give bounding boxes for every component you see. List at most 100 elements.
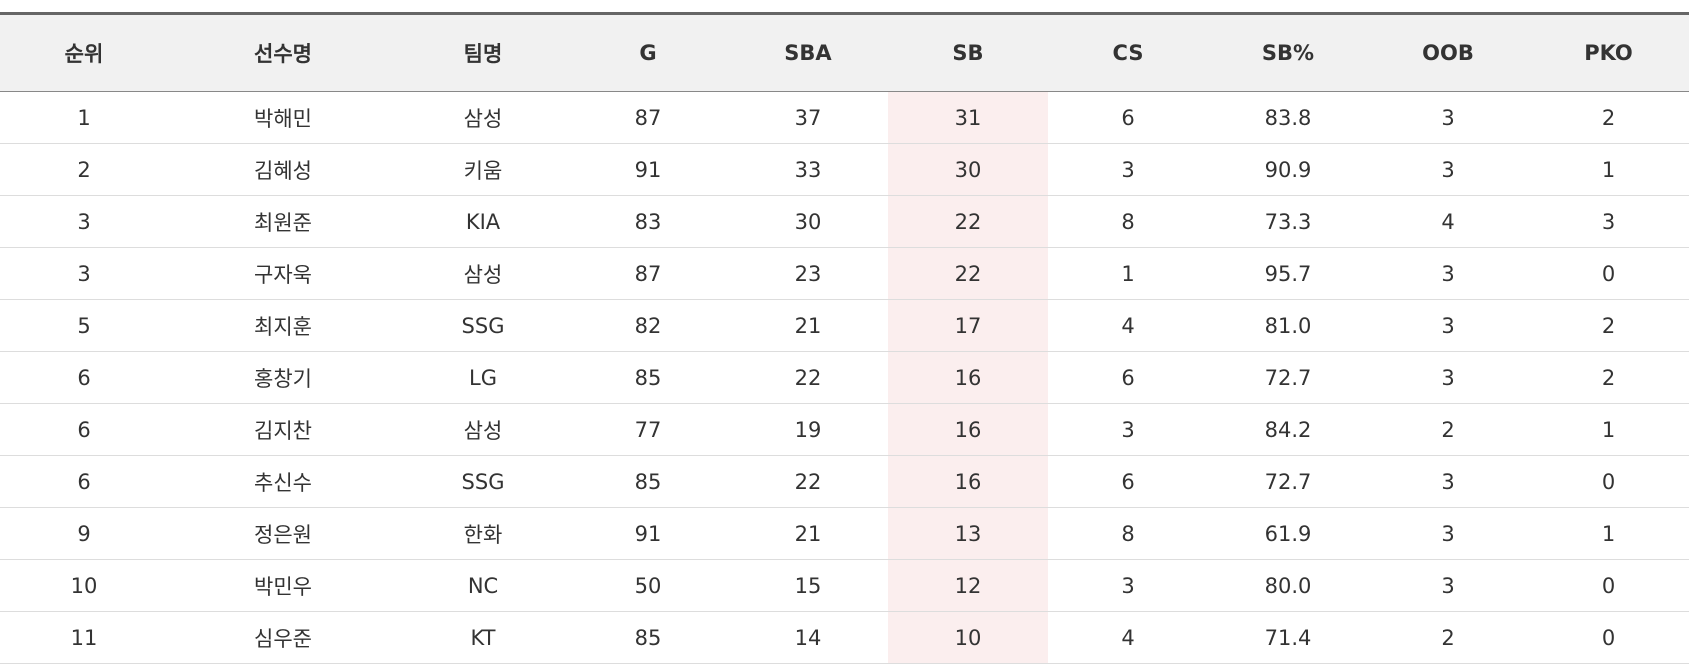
header-cell[interactable]: 순위 — [0, 13, 168, 92]
header-cell[interactable]: SB — [888, 13, 1048, 92]
table-cell: 72.7 — [1208, 455, 1368, 508]
table-cell: 15 — [728, 559, 888, 612]
table-cell: 16 — [888, 351, 1048, 404]
table-cell: 19 — [728, 403, 888, 456]
table-cell: 87 — [568, 247, 728, 300]
table-cell: 85 — [568, 611, 728, 664]
table-cell: 22 — [888, 247, 1048, 300]
table-cell: 삼성 — [398, 91, 568, 144]
table-cell: 0 — [1528, 559, 1689, 612]
table-row: 2 김혜성 키움 91 33 30 3 90.9 3 1 — [0, 143, 1689, 196]
table-row: 9 정은원 한화 91 21 13 8 61.9 3 1 — [0, 507, 1689, 560]
table-cell: KT — [398, 611, 568, 664]
table-cell: 3 — [1048, 403, 1208, 456]
table-cell: 4 — [1048, 299, 1208, 352]
table-cell: 3 — [1528, 195, 1689, 248]
table-cell: 1 — [1528, 143, 1689, 196]
header-cell[interactable]: 선수명 — [168, 13, 398, 92]
table-cell: 0 — [1528, 455, 1689, 508]
table-cell: 박해민 — [168, 91, 398, 144]
table-cell: 9 — [0, 507, 168, 560]
table-cell: 31 — [888, 91, 1048, 144]
header-cell[interactable]: 팀명 — [398, 13, 568, 92]
table-cell: 12 — [888, 559, 1048, 612]
table-cell: 6 — [1048, 351, 1208, 404]
table-cell: 8 — [1048, 195, 1208, 248]
table-cell: 82 — [568, 299, 728, 352]
table-cell: 30 — [888, 143, 1048, 196]
table-cell: 50 — [568, 559, 728, 612]
table-cell: 3 — [1048, 559, 1208, 612]
table-cell: 23 — [728, 247, 888, 300]
table-cell: 30 — [728, 195, 888, 248]
table-cell: KIA — [398, 195, 568, 248]
table-cell: 6 — [0, 403, 168, 456]
table-cell: 22 — [888, 195, 1048, 248]
table-cell: 삼성 — [398, 403, 568, 456]
table-cell: 3 — [1368, 247, 1528, 300]
table-cell: 87 — [568, 91, 728, 144]
table-cell: 8 — [1048, 507, 1208, 560]
table-cell: 16 — [888, 455, 1048, 508]
table-cell: 1 — [1528, 403, 1689, 456]
header-cell[interactable]: SBA — [728, 13, 888, 92]
table-cell: LG — [398, 351, 568, 404]
table-cell: 6 — [0, 455, 168, 508]
table-cell: 37 — [728, 91, 888, 144]
header-row: 순위 선수명 팀명 G SBA SB CS SB% OOB PKO — [0, 13, 1689, 92]
table-cell: 22 — [728, 455, 888, 508]
table-cell: 1 — [1528, 507, 1689, 560]
table-cell: 77 — [568, 403, 728, 456]
page: 순위 선수명 팀명 G SBA SB CS SB% OOB PKO 1 박해민 삼성 87 37 31 6 83… — [0, 12, 1689, 664]
table-cell: 2 — [0, 143, 168, 196]
table-cell: 6 — [1048, 91, 1208, 144]
table-cell: 김혜성 — [168, 143, 398, 196]
table-cell: 추신수 — [168, 455, 398, 508]
table-cell: 3 — [1368, 507, 1528, 560]
table-cell: 85 — [568, 455, 728, 508]
table-cell: 0 — [1528, 247, 1689, 300]
table-row: 3 최원준 KIA 83 30 22 8 73.3 4 3 — [0, 195, 1689, 248]
table-cell: 80.0 — [1208, 559, 1368, 612]
table-cell: 최지훈 — [168, 299, 398, 352]
table-cell: 16 — [888, 403, 1048, 456]
table-cell: 90.9 — [1208, 143, 1368, 196]
table-cell: 3 — [1368, 91, 1528, 144]
table-cell: 한화 — [398, 507, 568, 560]
table-row: 6 김지찬 삼성 77 19 16 3 84.2 2 1 — [0, 403, 1689, 456]
table-cell: 3 — [1368, 455, 1528, 508]
stats-table: 순위 선수명 팀명 G SBA SB CS SB% OOB PKO 1 박해민 삼성 87 37 31 6 83… — [0, 12, 1689, 664]
header-cell[interactable]: OOB — [1368, 13, 1528, 92]
table-cell: 5 — [0, 299, 168, 352]
table-cell: 22 — [728, 351, 888, 404]
header-cell[interactable]: SB% — [1208, 13, 1368, 92]
table-cell: 84.2 — [1208, 403, 1368, 456]
table-cell: 72.7 — [1208, 351, 1368, 404]
table-cell: 3 — [0, 195, 168, 248]
table-cell: 정은원 — [168, 507, 398, 560]
table-cell: 0 — [1528, 611, 1689, 664]
table-cell: 11 — [0, 611, 168, 664]
header-cell[interactable]: G — [568, 13, 728, 92]
table-cell: 심우준 — [168, 611, 398, 664]
table-cell: 95.7 — [1208, 247, 1368, 300]
table-cell: 6 — [1048, 455, 1208, 508]
header-cell[interactable]: CS — [1048, 13, 1208, 92]
table-row: 5 최지훈 SSG 82 21 17 4 81.0 3 2 — [0, 299, 1689, 352]
table-cell: 삼성 — [398, 247, 568, 300]
table-cell: 키움 — [398, 143, 568, 196]
table-body: 1 박해민 삼성 87 37 31 6 83.8 3 2 2 김혜성 키움 91 33 30 3 90.9 3 1 3 최… — [0, 91, 1689, 664]
table-cell: 2 — [1368, 611, 1528, 664]
header-cell[interactable]: PKO — [1528, 13, 1689, 92]
table-cell: 14 — [728, 611, 888, 664]
table-cell: 3 — [1368, 351, 1528, 404]
table-cell: 85 — [568, 351, 728, 404]
table-cell: 박민우 — [168, 559, 398, 612]
table-cell: 4 — [1368, 195, 1528, 248]
table-cell: 3 — [1368, 143, 1528, 196]
table-cell: 6 — [0, 351, 168, 404]
table-cell: 61.9 — [1208, 507, 1368, 560]
table-row: 10 박민우 NC 50 15 12 3 80.0 3 0 — [0, 559, 1689, 612]
table-cell: 10 — [888, 611, 1048, 664]
table-cell: 21 — [728, 507, 888, 560]
